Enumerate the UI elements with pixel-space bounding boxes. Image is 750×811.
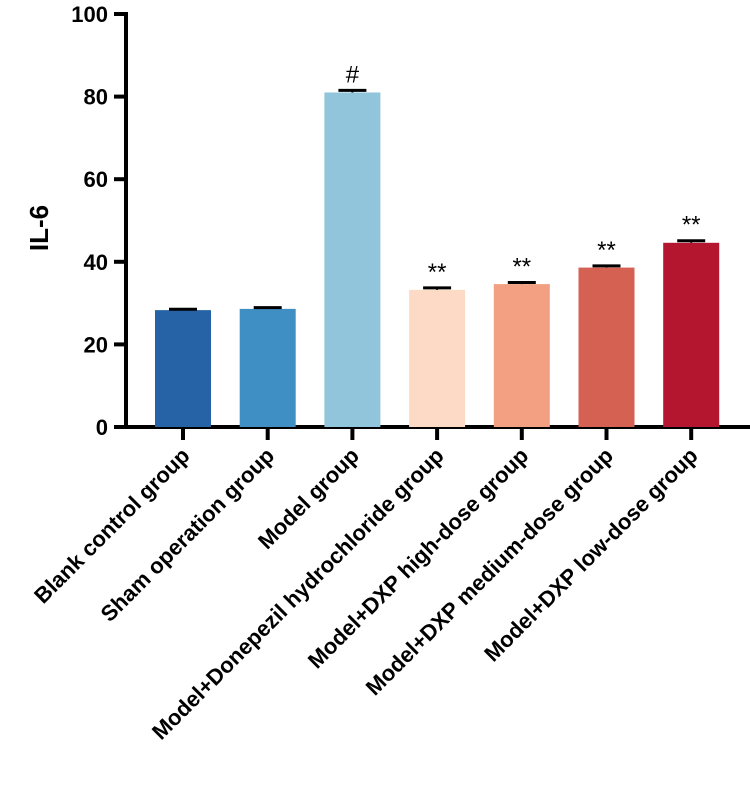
x-category-label: Sham operation group	[96, 443, 280, 627]
y-tick-label: 0	[96, 415, 108, 440]
y-tick-label: 60	[84, 167, 108, 192]
significance-label: #	[346, 61, 360, 88]
significance-label: **	[428, 259, 447, 286]
bar	[493, 284, 550, 427]
y-tick-label: 20	[84, 332, 108, 357]
y-tick-label: 100	[71, 2, 108, 27]
bar	[663, 242, 720, 427]
x-category-label: Blank control group	[29, 443, 194, 608]
bar	[239, 308, 296, 427]
y-tick-label: 40	[84, 250, 108, 275]
bar	[578, 267, 635, 427]
bar	[155, 310, 211, 427]
significance-label: **	[512, 253, 531, 280]
y-tick-label: 80	[84, 85, 108, 110]
significance-label: **	[597, 237, 616, 264]
bar	[409, 289, 466, 427]
bar	[324, 92, 381, 427]
significance-label: **	[682, 212, 701, 239]
x-category-label: Model+Donepezil hydrochloride group	[147, 443, 449, 745]
y-axis-title: IL-6	[24, 205, 54, 251]
